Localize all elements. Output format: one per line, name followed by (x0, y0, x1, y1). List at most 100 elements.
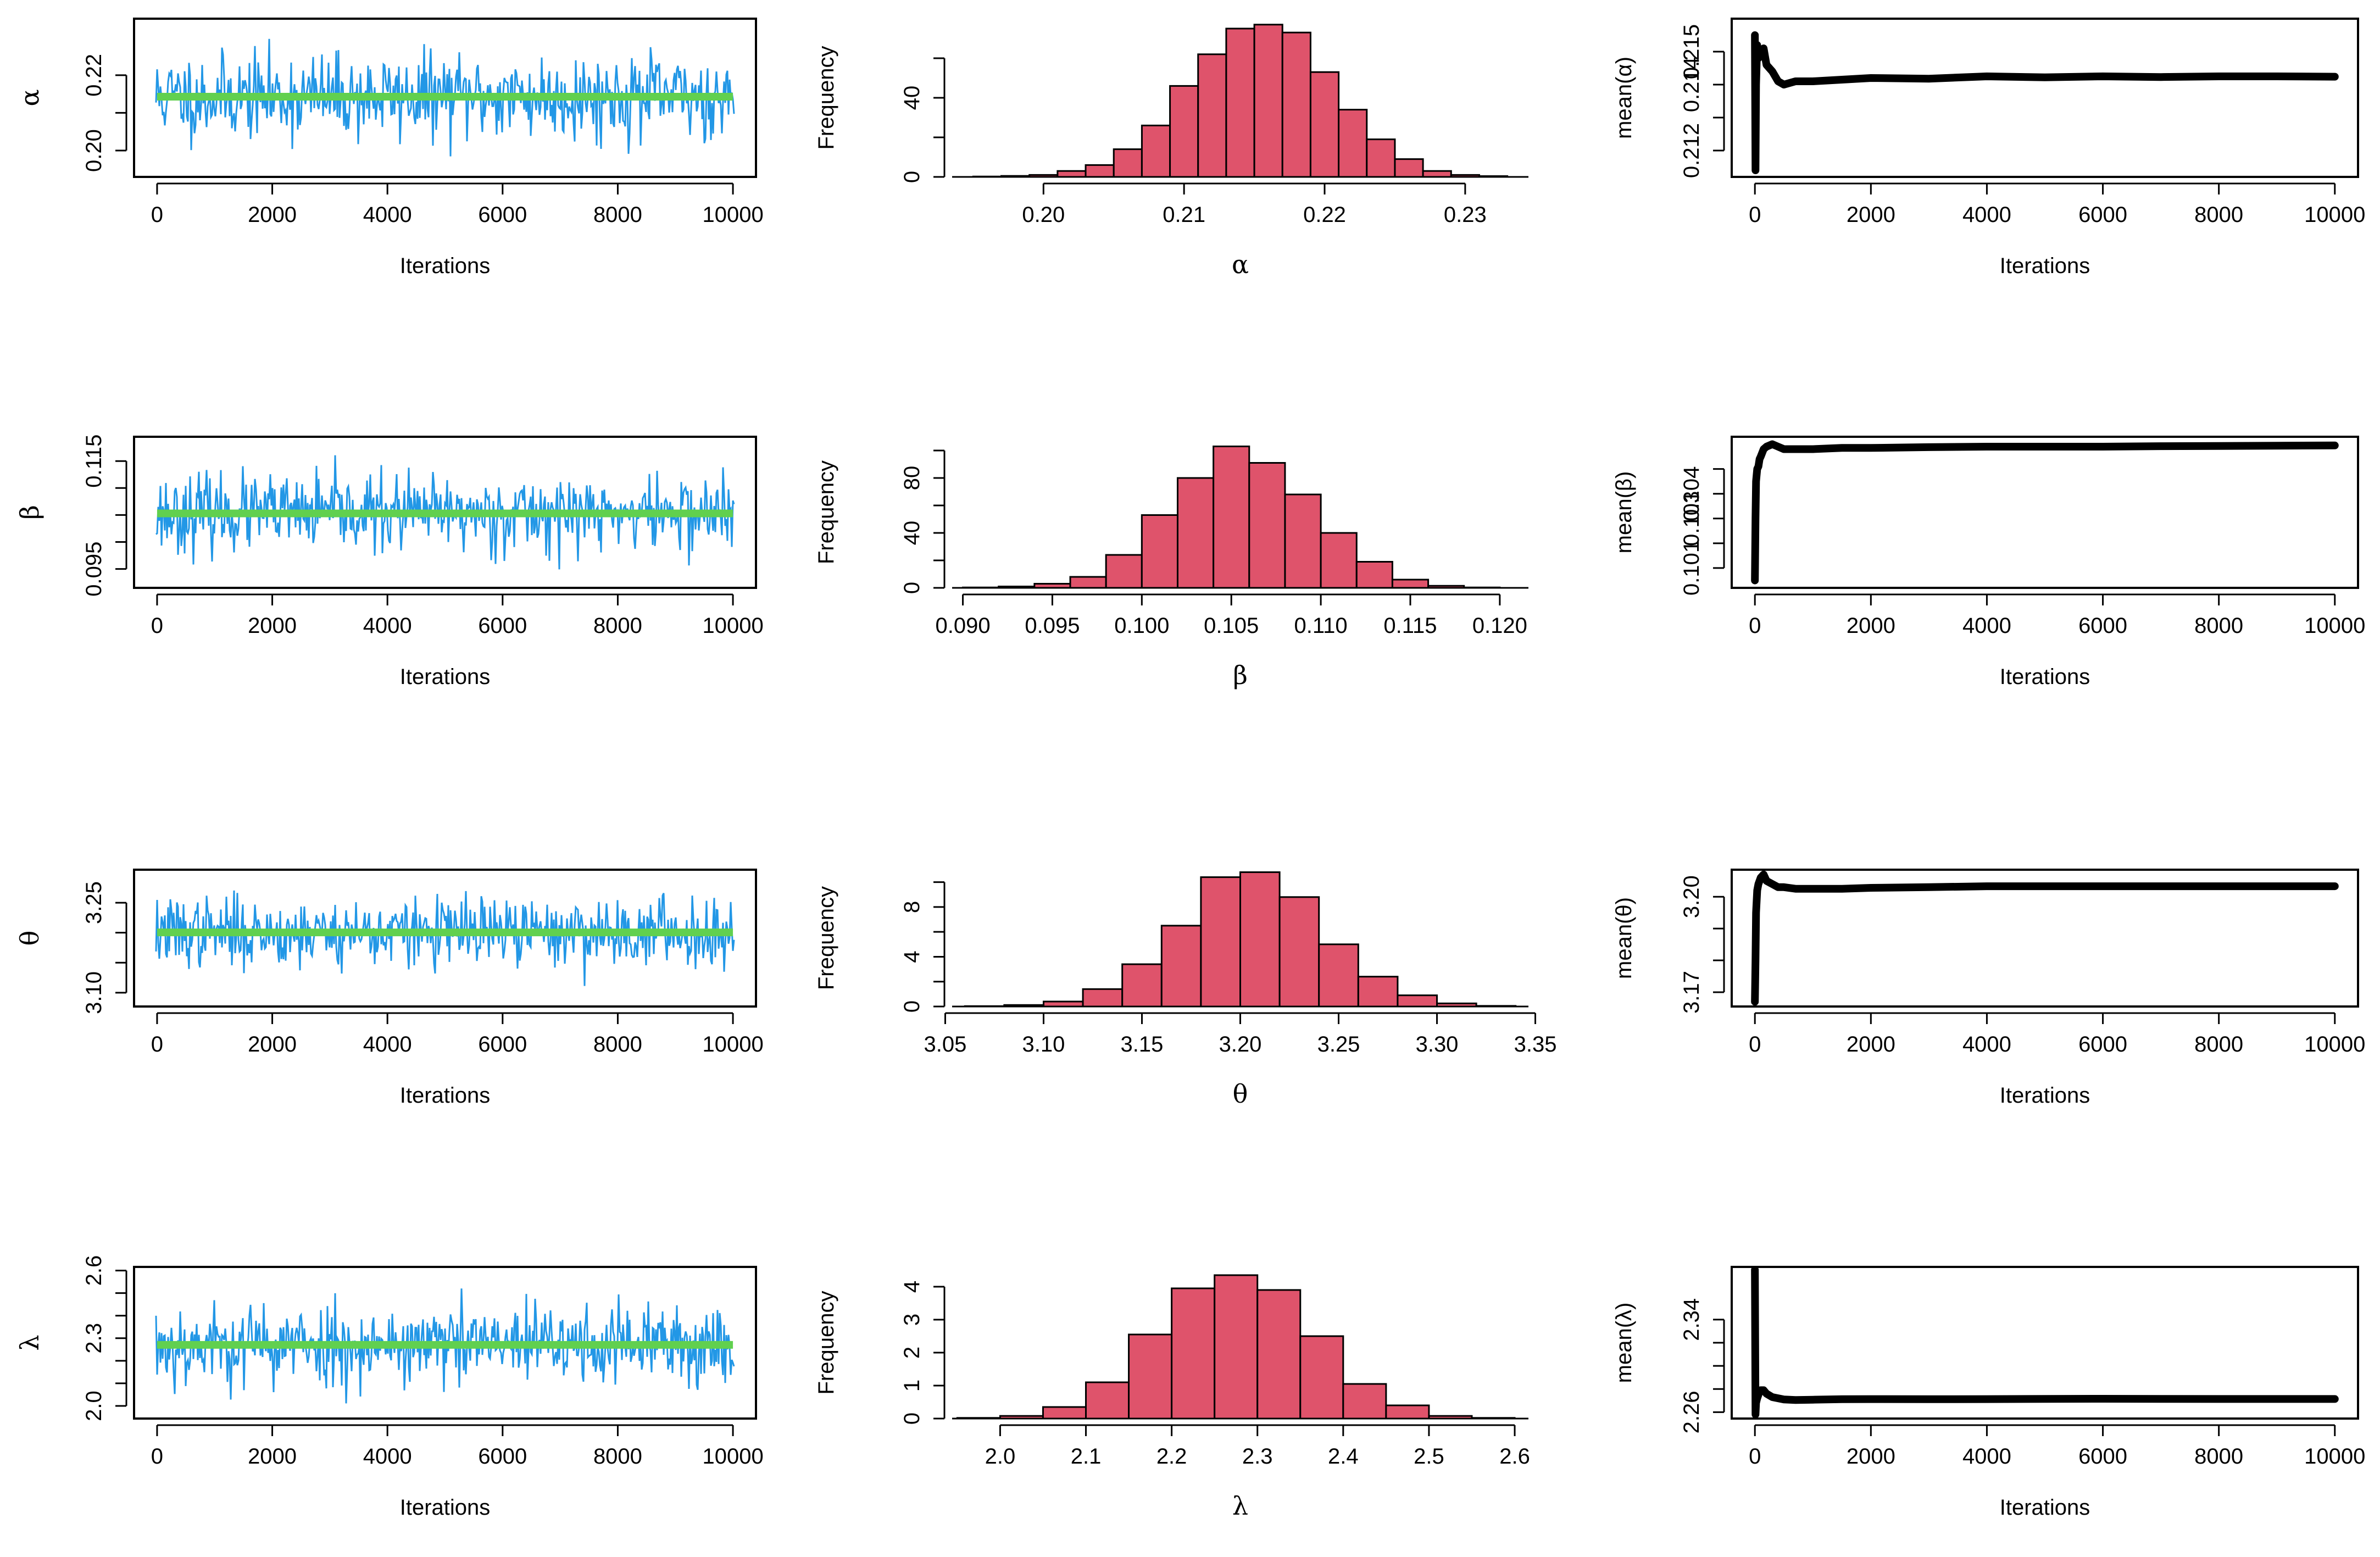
y-axis-title: α (15, 89, 45, 106)
histogram-bar (1197, 53, 1227, 178)
histogram-bar (1397, 994, 1438, 1008)
x-tick-label: 3.20 (1219, 1032, 1262, 1056)
x-tick-label: 2.4 (1328, 1444, 1359, 1469)
histogram-bar (1160, 925, 1202, 1008)
trace-lambda-panel: 0 2000 4000 6000 8000 10000 2.0 2.3 2.6 Iteration… (15, 1255, 764, 1520)
x-axis-title: Iterations (2000, 1495, 2090, 1520)
plot-frame (133, 18, 757, 178)
x-tick-label: 6000 (478, 614, 527, 638)
y-tick-label: 0.214 (1680, 57, 1704, 112)
x-axis-title: Iterations (2000, 254, 2090, 278)
x-tick-label: 4000 (363, 614, 412, 638)
y-tick-label: 2.0 (82, 1391, 106, 1421)
x-tick-label: 8000 (2194, 614, 2243, 638)
histogram-bar (1394, 158, 1424, 178)
x-tick-label: 4000 (1962, 1444, 2011, 1469)
y-axis-title: β (15, 505, 45, 520)
x-tick-label: 3.25 (1317, 1032, 1360, 1056)
x-tick-label: 10000 (702, 203, 763, 227)
plot-frame (1731, 1266, 2359, 1420)
y-tick-label: 2 (900, 1347, 924, 1359)
y-tick-label: 3 (900, 1314, 924, 1326)
histogram-bar (1309, 71, 1340, 178)
x-tick-label: 6000 (2078, 203, 2127, 227)
histogram-bar (1171, 1287, 1216, 1420)
trace-alpha-panel: 0 2000 4000 6000 8000 10000 0.20 0.22 Iterations… (15, 18, 764, 278)
histogram-bar (1141, 514, 1178, 589)
y-tick-label: 3.10 (82, 971, 106, 1014)
x-tick-label: 4000 (1962, 1032, 2011, 1056)
histogram-bar (1320, 532, 1358, 589)
x-tick-label: 10000 (2304, 614, 2365, 638)
y-axis-title: Frequency (814, 1291, 838, 1395)
plot-frame (1731, 436, 2359, 589)
y-axis-title: Frequency (814, 886, 838, 990)
x-tick-label: 2.5 (1414, 1444, 1444, 1469)
x-tick-label: 8000 (2194, 1032, 2243, 1056)
x-tick-label: 8000 (2194, 203, 2243, 227)
x-axis-title: Iterations (400, 1495, 491, 1520)
x-tick-label: 10000 (702, 1444, 763, 1469)
y-tick-label: 0 (900, 1413, 924, 1425)
y-axis-title: mean(λ) (1612, 1303, 1636, 1383)
histogram-bar (1278, 896, 1320, 1008)
x-axis-title: α (1232, 249, 1249, 279)
x-tick-label: 0 (1749, 1444, 1761, 1469)
x-tick-label: 0 (151, 614, 163, 638)
y-axis-title: mean(β) (1612, 471, 1636, 554)
histogram-bar (1366, 138, 1396, 178)
histogram-bar (1342, 1383, 1387, 1420)
y-tick-label: 0.101 (1680, 541, 1704, 596)
histogram-bar (1355, 561, 1393, 589)
histogram-bar (1169, 85, 1199, 178)
histogram-bar (1281, 31, 1311, 178)
x-tick-label: 2.6 (1499, 1444, 1530, 1469)
x-tick-label: 6000 (2078, 1032, 2127, 1056)
y-tick-label: 0 (900, 171, 924, 183)
hist-theta-panel: 3.05 3.10 3.15 3.20 3.25 3.30 3.35 0 4 8 θ Frequenc… (814, 871, 1556, 1109)
x-tick-label: 3.30 (1416, 1032, 1459, 1056)
x-tick-label: 0 (151, 1032, 163, 1056)
y-tick-label: 0.215 (1680, 24, 1704, 79)
y-tick-label: 2.26 (1680, 1391, 1704, 1433)
histogram-bar (1256, 1289, 1302, 1420)
y-tick-label: 2.34 (1680, 1298, 1704, 1341)
y-tick-label: 0.115 (82, 435, 106, 488)
y-tick-label: 2.6 (82, 1255, 106, 1286)
x-tick-label: 8000 (593, 203, 642, 227)
y-tick-label: 0 (900, 1000, 924, 1013)
x-tick-label: 10000 (2304, 1444, 2365, 1469)
plot-frame (1731, 869, 2359, 1008)
x-tick-label: 2000 (248, 203, 297, 227)
histogram-bar (1113, 148, 1143, 178)
histogram-bar (1357, 976, 1399, 1008)
histogram-bar (1248, 462, 1286, 589)
x-tick-label: 0.22 (1303, 203, 1346, 227)
x-tick-label: 6000 (478, 203, 527, 227)
trace-theta-panel: 0 2000 4000 6000 8000 10000 3.10 3.25 Iterations… (15, 869, 764, 1108)
trace-line (155, 890, 735, 986)
x-tick-label: 0.115 (1383, 614, 1437, 638)
histogram-bar (1385, 1404, 1430, 1420)
x-tick-label: 2000 (1847, 1444, 1895, 1469)
histogram-bar (1318, 943, 1359, 1008)
x-tick-label: 8000 (593, 1032, 642, 1056)
x-tick-label: 0.100 (1114, 614, 1169, 638)
y-axis-title: θ (15, 931, 45, 946)
y-tick-label: 80 (900, 466, 924, 491)
histogram-bar (1128, 1333, 1173, 1420)
y-tick-label: 0 (900, 582, 924, 594)
x-tick-label: 2.2 (1156, 1444, 1187, 1469)
hist-beta-panel: 0.090 0.095 0.100 0.105 0.110 0.115 0.120 0 40 80… (814, 446, 1528, 690)
histogram-bar (1422, 170, 1452, 178)
x-tick-label: 0.110 (1294, 614, 1348, 638)
mean-theta-panel: 0 2000 4000 6000 8000 10000 3.17 3.20 Iterations… (1612, 869, 2365, 1108)
y-axis-title: mean(α) (1612, 57, 1636, 139)
x-tick-label: 2.3 (1242, 1444, 1273, 1469)
histogram-bar (1338, 109, 1368, 178)
x-tick-label: 0 (151, 203, 163, 227)
x-tick-label: 4000 (1962, 203, 2011, 227)
histogram-bar (1214, 1274, 1259, 1420)
x-tick-label: 6000 (2078, 1444, 2127, 1469)
